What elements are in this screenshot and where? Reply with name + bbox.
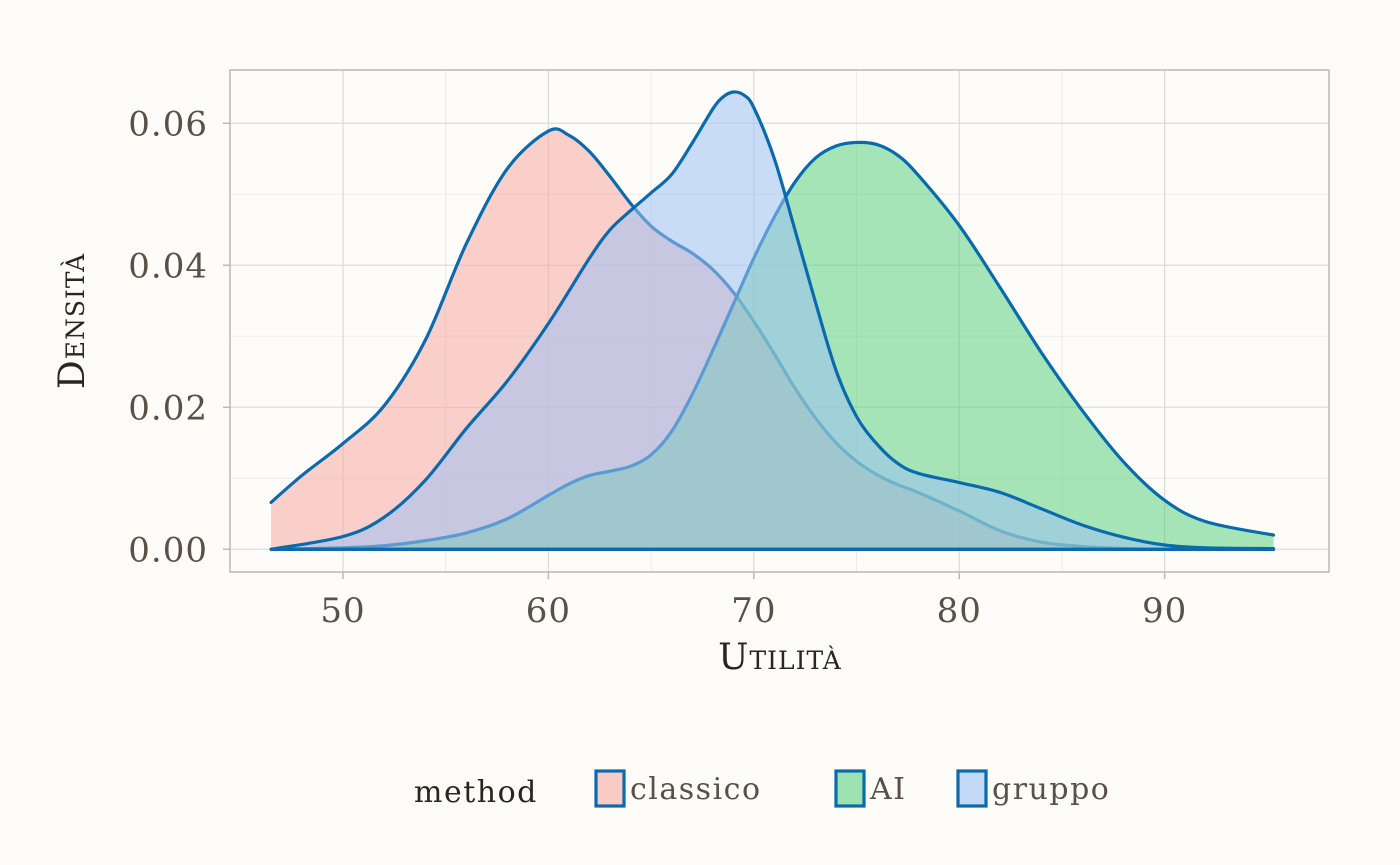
y-tick-label: 0.00 bbox=[128, 530, 208, 570]
x-tick-label: 60 bbox=[526, 591, 571, 631]
x-axis: 50 60 70 80 90 bbox=[320, 572, 1187, 631]
legend: method classico AI gruppo bbox=[414, 769, 1110, 810]
x-tick-label: 70 bbox=[731, 591, 776, 631]
legend-title: method bbox=[414, 775, 538, 810]
y-axis: 0.00 0.02 0.04 0.06 bbox=[128, 104, 230, 570]
legend-key-ai bbox=[834, 769, 866, 808]
y-tick-label: 0.06 bbox=[128, 104, 208, 144]
y-axis-title: Densità bbox=[52, 253, 93, 389]
density-area-gruppo bbox=[271, 91, 1274, 550]
density-line-gruppo bbox=[269, 90, 1276, 551]
y-tick-label: 0.02 bbox=[128, 388, 208, 428]
density-areas bbox=[269, 90, 1276, 551]
x-axis-title: Utilità bbox=[718, 637, 842, 678]
x-tick-label: 90 bbox=[1142, 591, 1187, 631]
y-tick-label: 0.04 bbox=[128, 246, 208, 286]
legend-key-classico bbox=[594, 769, 626, 808]
legend-label-ai: AI bbox=[869, 772, 907, 807]
legend-label-classico: classico bbox=[630, 772, 762, 807]
plot-border bbox=[229, 69, 1330, 573]
x-tick-label: 50 bbox=[320, 591, 365, 631]
x-tick-label: 80 bbox=[937, 591, 982, 631]
legend-label-gruppo: gruppo bbox=[992, 772, 1110, 807]
legend-key-gruppo bbox=[956, 769, 988, 808]
